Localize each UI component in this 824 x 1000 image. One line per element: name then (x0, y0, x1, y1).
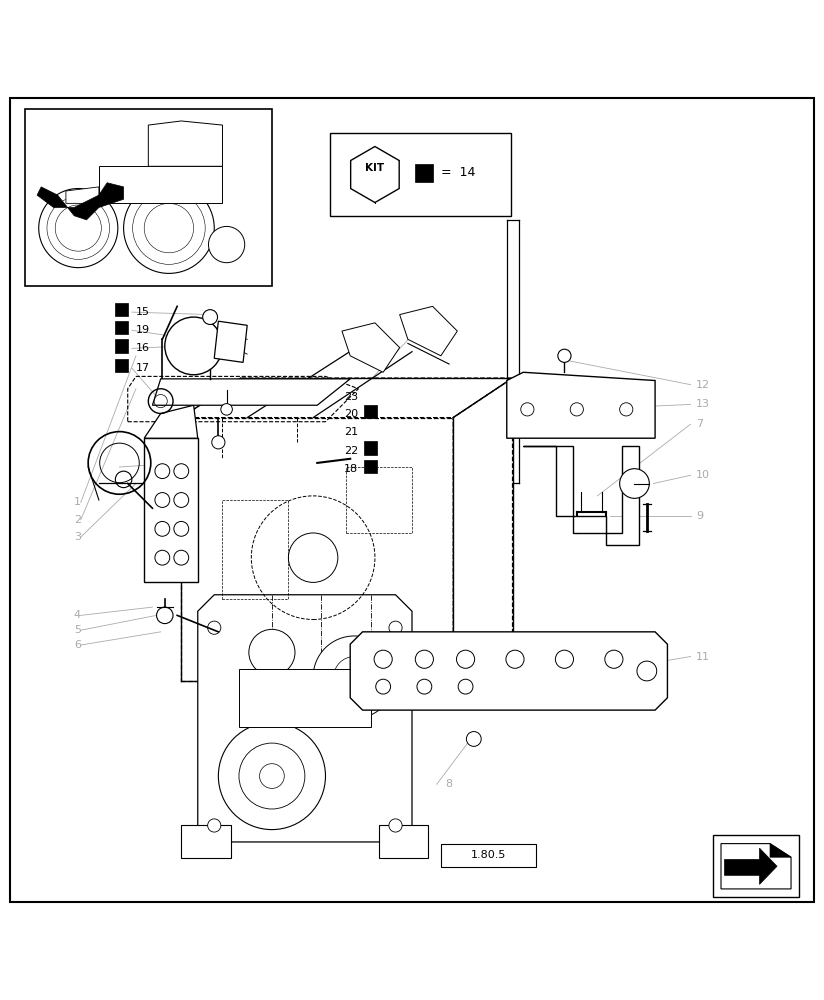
Text: 19: 19 (136, 325, 150, 335)
Circle shape (221, 404, 232, 415)
Polygon shape (507, 372, 655, 438)
Text: 10: 10 (696, 470, 710, 480)
Circle shape (157, 607, 173, 624)
Bar (441, 844, 536, 867)
Text: 5: 5 (74, 625, 81, 635)
Polygon shape (148, 121, 222, 166)
Text: 7: 7 (696, 419, 704, 429)
Circle shape (558, 349, 571, 362)
Text: 11: 11 (696, 652, 710, 662)
Circle shape (620, 469, 649, 498)
Polygon shape (214, 321, 247, 362)
Polygon shape (453, 378, 513, 681)
Polygon shape (400, 306, 457, 356)
Text: 17: 17 (136, 363, 150, 373)
Text: 23: 23 (344, 392, 358, 402)
Bar (364, 441, 377, 455)
Bar (25, 109, 272, 286)
Polygon shape (351, 147, 399, 203)
Circle shape (218, 722, 325, 830)
Polygon shape (144, 405, 198, 438)
Bar (115, 321, 128, 334)
Bar (364, 405, 377, 418)
Circle shape (466, 732, 481, 746)
Polygon shape (181, 418, 453, 681)
Text: 20: 20 (344, 409, 358, 419)
Circle shape (208, 621, 221, 634)
Polygon shape (523, 446, 639, 545)
Text: 16: 16 (136, 343, 150, 353)
Polygon shape (350, 632, 667, 710)
Polygon shape (66, 187, 99, 203)
Bar (115, 303, 128, 316)
Polygon shape (152, 379, 350, 405)
Polygon shape (181, 378, 513, 418)
Polygon shape (181, 825, 231, 858)
Bar (239, 669, 371, 727)
Text: 12: 12 (696, 380, 710, 390)
Polygon shape (724, 848, 777, 884)
Circle shape (249, 629, 295, 676)
Bar (222, 500, 288, 599)
Polygon shape (721, 844, 791, 889)
Circle shape (389, 621, 402, 634)
Circle shape (39, 189, 118, 268)
Polygon shape (198, 595, 412, 842)
Text: 15: 15 (136, 307, 150, 317)
Text: 21: 21 (344, 427, 358, 437)
Circle shape (212, 436, 225, 449)
Text: 2: 2 (73, 515, 81, 525)
Circle shape (313, 636, 396, 718)
Circle shape (208, 226, 245, 263)
Bar (713, 835, 799, 897)
Polygon shape (379, 825, 428, 858)
Bar (346, 467, 412, 533)
Text: 1.80.5: 1.80.5 (471, 850, 506, 860)
Text: 9: 9 (696, 511, 704, 521)
Text: 6: 6 (74, 640, 81, 650)
Polygon shape (770, 844, 791, 857)
Text: 4: 4 (73, 610, 81, 620)
Text: 18: 18 (344, 464, 358, 474)
Polygon shape (37, 183, 124, 220)
Polygon shape (144, 438, 198, 582)
Bar (330, 133, 511, 216)
Text: 1: 1 (74, 497, 81, 507)
Text: 22: 22 (344, 446, 358, 456)
Bar (364, 460, 377, 473)
Circle shape (389, 819, 402, 832)
Text: 13: 13 (696, 399, 710, 409)
Text: 3: 3 (74, 532, 81, 542)
Text: 8: 8 (445, 779, 452, 789)
Text: KIT: KIT (365, 163, 385, 173)
Bar (415, 164, 433, 182)
Circle shape (203, 310, 218, 324)
Bar (115, 339, 128, 353)
Circle shape (124, 183, 214, 273)
Bar (115, 359, 128, 372)
Circle shape (165, 317, 222, 375)
Polygon shape (342, 323, 400, 372)
Text: =  14: = 14 (441, 166, 475, 179)
Circle shape (208, 819, 221, 832)
Polygon shape (99, 166, 222, 203)
